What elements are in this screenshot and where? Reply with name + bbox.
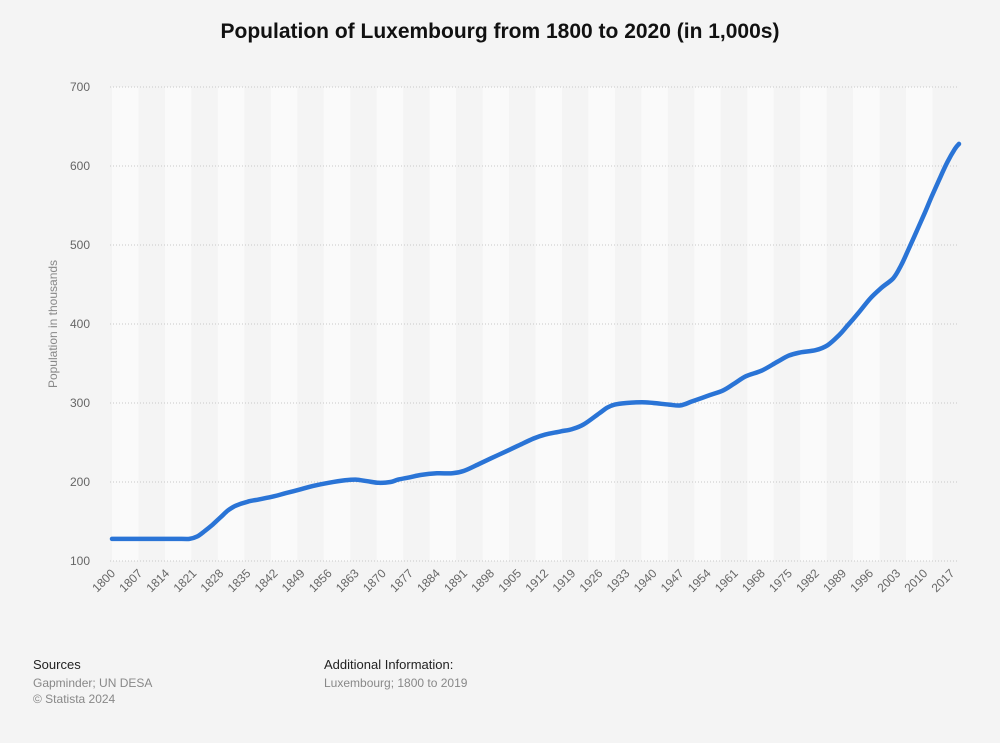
x-tick-label: 2003 <box>874 566 903 595</box>
x-tick-label: 1968 <box>739 566 768 595</box>
x-tick-label: 1940 <box>631 566 660 595</box>
x-tick-label: 1870 <box>360 566 389 595</box>
x-tick-label: 2017 <box>929 566 958 595</box>
series-line <box>109 141 962 542</box>
x-tick-label: 1919 <box>550 566 579 595</box>
y-tick-label: 400 <box>70 317 90 331</box>
grid-band <box>641 87 668 561</box>
sources-text: Gapminder; UN DESA <box>33 676 153 690</box>
x-tick-label: 1856 <box>306 566 335 595</box>
additional-info-text: Luxembourg; 1800 to 2019 <box>324 676 468 690</box>
y-tick-label: 100 <box>70 554 90 568</box>
x-tick-label: 1835 <box>225 566 254 595</box>
grid-band <box>482 87 510 561</box>
additional-info-heading: Additional Information: <box>324 657 454 672</box>
copyright-text: © Statista 2024 <box>33 692 116 706</box>
x-tick-label: 1800 <box>89 566 118 595</box>
additional-info-block: Additional Information: Luxembourg; 1800… <box>324 657 467 691</box>
x-tick-label: 1821 <box>171 566 200 595</box>
y-tick-label: 700 <box>70 80 90 94</box>
grid-band <box>800 87 827 561</box>
x-tick-label: 1989 <box>820 566 849 595</box>
x-tick-label: 1905 <box>495 566 524 595</box>
sources-heading: Sources <box>33 657 81 672</box>
x-tick-label: 1954 <box>685 566 714 595</box>
x-tick-label: 1884 <box>414 566 443 595</box>
y-tick-label: 200 <box>70 475 90 489</box>
x-tick-label: 1898 <box>468 566 497 595</box>
x-tick-label: 1947 <box>658 566 687 595</box>
x-tick-label: 1877 <box>387 566 416 595</box>
x-tick-label: 1961 <box>712 566 741 595</box>
grid-band <box>164 87 192 561</box>
y-tick-label: 500 <box>70 238 90 252</box>
x-tick-label: 1849 <box>279 566 308 595</box>
x-tick-label: 1891 <box>441 566 470 595</box>
grid-band <box>588 87 615 561</box>
sources-block: Sources Gapminder; UN DESA © Statista 20… <box>33 657 152 707</box>
grid-band <box>747 87 774 561</box>
x-tick-label: 1996 <box>847 566 876 595</box>
x-tick-label: 1933 <box>604 566 633 595</box>
x-tick-label: 1842 <box>252 566 281 595</box>
x-tick-label: 1828 <box>198 566 227 595</box>
x-tick-label: 1863 <box>333 566 362 595</box>
x-tick-label: 1807 <box>116 566 145 595</box>
x-tick-label: 1982 <box>793 566 822 595</box>
grid-band <box>323 87 351 561</box>
x-tick-label: 1926 <box>577 566 606 595</box>
grid-band <box>906 87 933 561</box>
y-tick-label: 600 <box>70 159 90 173</box>
y-tick-label: 300 <box>70 396 90 410</box>
chart-title: Population of Luxembourg from 1800 to 20… <box>220 20 780 43</box>
x-tick-label: 1975 <box>766 566 795 595</box>
x-tick-label: 1912 <box>523 566 552 595</box>
x-tick-label: 1814 <box>143 566 172 595</box>
y-axis-label: Population in thousands <box>46 260 60 388</box>
x-tick-label: 2010 <box>902 566 931 595</box>
